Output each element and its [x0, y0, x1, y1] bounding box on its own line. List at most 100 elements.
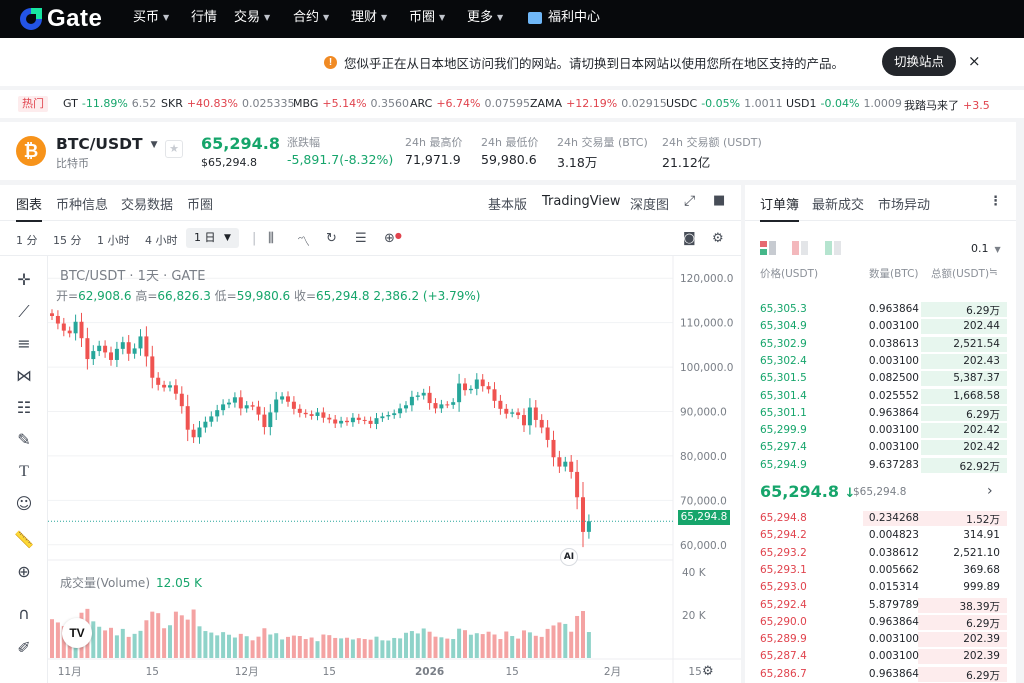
- bid-row[interactable]: 65,287.4 0.003100 202.39: [745, 648, 1007, 665]
- ask-row[interactable]: 65,301.5 0.082500 5,387.37: [745, 370, 1007, 387]
- replay-icon[interactable]: ↻: [326, 231, 337, 246]
- bid-row[interactable]: 65,290.0 0.963864 6.29万: [745, 614, 1007, 631]
- ask-row[interactable]: 65,297.4 0.003100 202.42: [745, 439, 1007, 456]
- view-both-icon[interactable]: [760, 240, 776, 259]
- layout-icon[interactable]: ■: [713, 193, 726, 208]
- ticker-item[interactable]: ZAMA +12.19% 0.02915: [530, 97, 667, 110]
- settings-gear-icon[interactable]: ⚙: [712, 231, 724, 246]
- text-tool-icon[interactable]: T: [19, 463, 29, 480]
- timeframe-option[interactable]: 4 小时: [145, 234, 178, 247]
- ticker-item[interactable]: SKR +40.83% 0.025335: [161, 97, 295, 110]
- axis-settings-icon[interactable]: ⚙: [702, 664, 714, 679]
- timeframe-option[interactable]: 15 分: [53, 234, 82, 247]
- chevron-right-icon[interactable]: ›: [987, 483, 993, 499]
- view-tradingview[interactable]: TradingView: [542, 194, 621, 209]
- ask-row[interactable]: 65,294.9 9.637283 62.92万: [745, 457, 1007, 474]
- candle-type-icon[interactable]: ⫼: [268, 231, 274, 246]
- ticker-item[interactable]: ARC +6.74% 0.07595: [410, 97, 530, 110]
- gate-logo[interactable]: Gate: [18, 5, 102, 33]
- ask-row[interactable]: 65,302.9 0.038613 2,521.54: [745, 336, 1007, 353]
- crosshair-icon[interactable]: ✛: [17, 270, 31, 289]
- indicators-icon[interactable]: 〽: [297, 235, 311, 250]
- camera-icon[interactable]: ◙: [683, 231, 696, 246]
- chart-area[interactable]: 120,000.0 110,000.0 100,000.0 90,000.0 80,00…: [48, 256, 741, 683]
- horizontal-lines-icon[interactable]: ≡: [17, 334, 31, 353]
- nav-item-3[interactable]: 合约 ▼: [293, 0, 329, 38]
- bid-row[interactable]: 65,293.0 0.015314 999.89: [745, 579, 1007, 596]
- nav-item-label: 行情: [191, 10, 218, 25]
- favorite-star-icon[interactable]: ★: [165, 140, 183, 158]
- ticker-item[interactable]: MBG +5.14% 0.3560: [293, 97, 409, 110]
- add-alert-icon[interactable]: ⊕●: [384, 231, 402, 246]
- timeframe-option[interactable]: 1 分: [16, 234, 38, 247]
- time-tick-label: 11月: [58, 666, 82, 678]
- emoji-icon[interactable]: ☺: [15, 494, 33, 513]
- timeframe-dropdown[interactable]: 1 日 ▼: [186, 228, 239, 248]
- expand-icon[interactable]: ⤢: [684, 193, 696, 209]
- nav-item-7[interactable]: 福利中心: [528, 0, 600, 38]
- nav-item-6[interactable]: 更多 ▼: [467, 0, 503, 38]
- btc-coin-icon: ₿: [16, 136, 46, 166]
- ticker-item[interactable]: USDC -0.05% 1.0011: [666, 97, 783, 110]
- bid-row[interactable]: 65,289.9 0.003100 202.39: [745, 631, 1007, 648]
- view-asks-icon[interactable]: [792, 240, 808, 259]
- trendline-icon[interactable]: ⟋: [18, 302, 30, 321]
- pair-selector[interactable]: BTC/USDT ▼: [56, 135, 158, 153]
- timeframe-option[interactable]: 1 小时: [97, 234, 130, 247]
- chevron-down-icon: ▼: [224, 233, 231, 243]
- tab-order-book[interactable]: 订单簿: [760, 194, 800, 222]
- ticker-item[interactable]: USD1 -0.04% 1.0009: [786, 97, 902, 110]
- bid-row[interactable]: 65,294.2 0.004823 314.91: [745, 527, 1007, 544]
- ask-row[interactable]: 65,302.4 0.003100 202.43: [745, 353, 1007, 370]
- ticker-item[interactable]: 我踏马来了 +3.5: [904, 97, 994, 113]
- nav-item-2[interactable]: 交易 ▼: [234, 0, 270, 38]
- nav-item-0[interactable]: 买币 ▼: [133, 0, 169, 38]
- switch-site-button[interactable]: 切换站点: [882, 47, 956, 76]
- tab-chart[interactable]: 图表: [16, 194, 43, 222]
- ruler-icon[interactable]: 📏: [14, 530, 34, 549]
- tab-community[interactable]: 币圈: [187, 198, 214, 213]
- view-bids-icon[interactable]: [825, 240, 841, 259]
- ai-badge[interactable]: AI: [560, 548, 578, 566]
- tab-market-moves[interactable]: 市场异动: [878, 198, 931, 213]
- sort-icon[interactable]: ≒: [989, 266, 998, 278]
- stat-label: 24h 最高价: [405, 136, 463, 149]
- book-tabs: 订单簿 最新成交 市场异动 ⋮: [745, 185, 1016, 222]
- volume-bar: [386, 640, 391, 658]
- ask-row[interactable]: 65,299.9 0.003100 202.42: [745, 422, 1007, 439]
- ask-row[interactable]: 65,305.3 0.963864 6.29万: [745, 301, 1007, 318]
- nav-item-1[interactable]: 行情: [191, 0, 217, 38]
- precision-select[interactable]: 0.1 ▼: [971, 242, 1001, 255]
- view-basic[interactable]: 基本版: [488, 198, 528, 213]
- brush-icon[interactable]: ✎: [17, 430, 31, 449]
- tab-trade-data[interactable]: 交易数据: [121, 198, 174, 213]
- pattern-icon[interactable]: ⋈: [16, 366, 32, 385]
- ticker-item[interactable]: GT -11.89% 6.52: [63, 97, 156, 110]
- bid-row[interactable]: 65,293.2 0.038612 2,521.10: [745, 545, 1007, 562]
- ticker-price: 0.3560: [370, 97, 410, 110]
- ask-row[interactable]: 65,304.9 0.003100 202.44: [745, 318, 1007, 335]
- nav-item-5[interactable]: 币圈 ▼: [409, 0, 445, 38]
- bid-row[interactable]: 65,293.1 0.005662 369.68: [745, 562, 1007, 579]
- zoom-in-icon[interactable]: ⊕: [17, 562, 31, 581]
- candlestick-chart[interactable]: 120,000.0 110,000.0 100,000.0 90,000.0 80,00…: [48, 256, 741, 683]
- bid-row[interactable]: 65,292.4 5.879789 38.39万: [745, 597, 1007, 614]
- more-icon[interactable]: ⋮: [989, 194, 1002, 209]
- page-scrollbar[interactable]: [1016, 122, 1024, 683]
- view-depth[interactable]: 深度图: [630, 198, 670, 213]
- tradingview-logo[interactable]: TV: [62, 618, 92, 648]
- tab-coin-info[interactable]: 币种信息: [56, 198, 109, 213]
- lock-drawing-icon[interactable]: ✐: [17, 638, 31, 657]
- nav-item-4[interactable]: 理财 ▼: [351, 0, 387, 38]
- templates-icon[interactable]: ☰: [355, 231, 367, 246]
- close-icon[interactable]: ×: [968, 52, 981, 70]
- tab-latest-trades[interactable]: 最新成交: [812, 198, 865, 213]
- fib-icon[interactable]: ☷: [16, 398, 32, 417]
- bid-row[interactable]: 65,294.8 0.234268 1.52万: [745, 510, 1007, 527]
- ask-row[interactable]: 65,301.4 0.025552 1,668.58: [745, 388, 1007, 405]
- magnet-icon[interactable]: ∩: [18, 604, 30, 623]
- volume-bar: [451, 639, 456, 658]
- ticker-symbol: ARC: [410, 97, 433, 110]
- ask-row[interactable]: 65,301.1 0.963864 6.29万: [745, 405, 1007, 422]
- bid-row[interactable]: 65,286.7 0.963864 6.29万: [745, 666, 1007, 683]
